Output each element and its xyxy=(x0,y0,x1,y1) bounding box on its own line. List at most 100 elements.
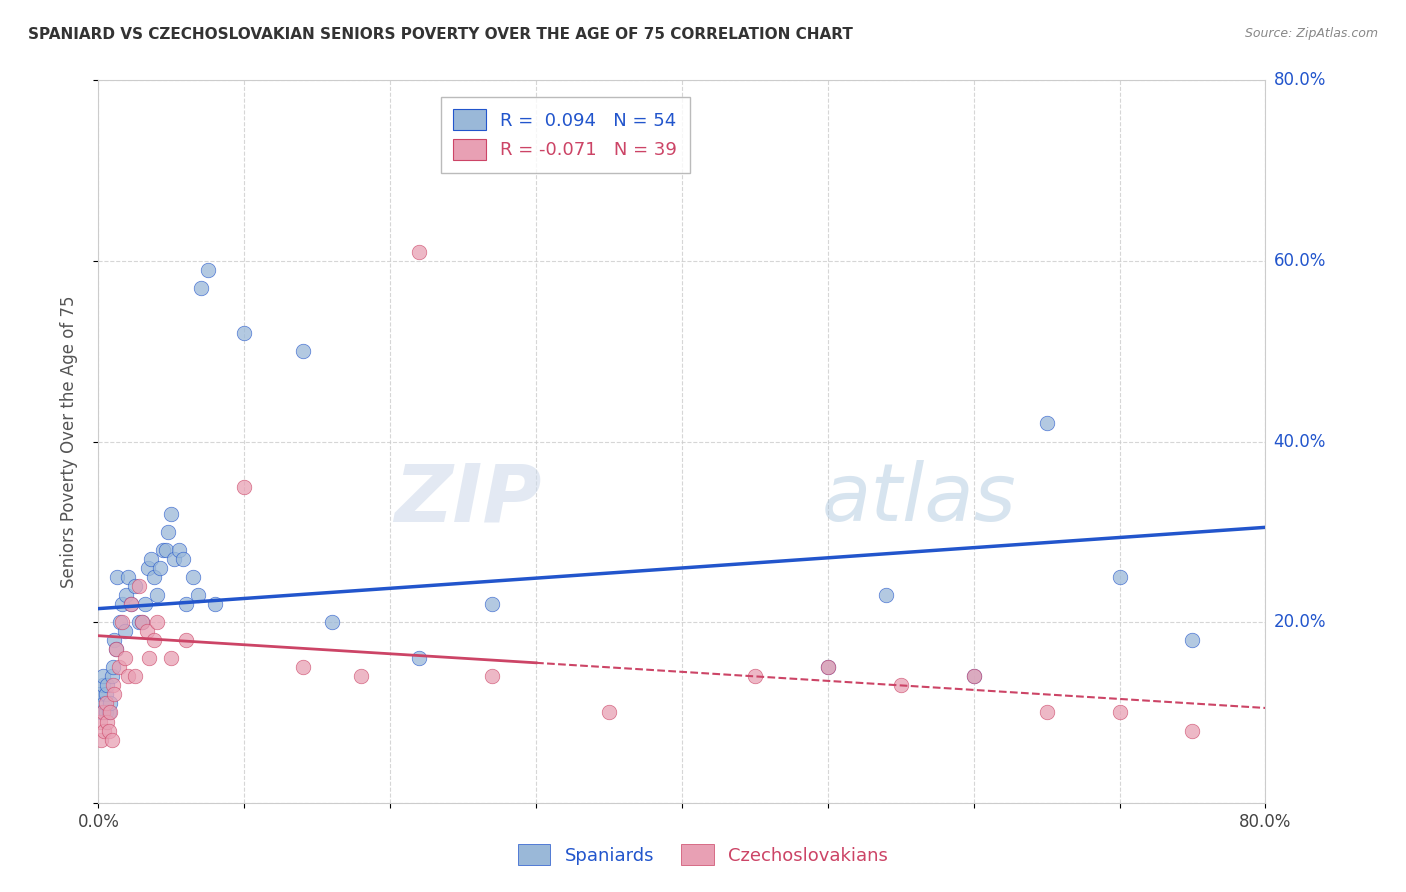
Point xyxy=(114,651,136,665)
Point xyxy=(142,633,165,648)
Point xyxy=(128,615,150,630)
Point xyxy=(134,597,156,611)
Point xyxy=(131,615,153,630)
Point xyxy=(174,633,197,648)
Point xyxy=(408,651,430,665)
Point xyxy=(139,552,162,566)
Point xyxy=(101,678,124,692)
Text: 40.0%: 40.0% xyxy=(1274,433,1326,450)
Point xyxy=(89,714,111,729)
Point xyxy=(174,597,197,611)
Point xyxy=(94,706,117,720)
Point xyxy=(115,588,138,602)
Point xyxy=(1108,570,1130,584)
Point xyxy=(149,561,172,575)
Point xyxy=(1181,633,1204,648)
Point xyxy=(138,651,160,665)
Point xyxy=(481,597,503,611)
Point xyxy=(96,678,118,692)
Point xyxy=(120,597,142,611)
Point xyxy=(146,615,169,630)
Point xyxy=(160,507,183,521)
Point xyxy=(110,615,132,630)
Point xyxy=(89,687,111,701)
Point xyxy=(172,552,194,566)
Point xyxy=(100,732,122,747)
Text: SPANIARD VS CZECHOSLOVAKIAN SENIORS POVERTY OVER THE AGE OF 75 CORRELATION CHART: SPANIARD VS CZECHOSLOVAKIAN SENIORS POVE… xyxy=(28,27,853,42)
Point xyxy=(152,542,174,557)
Point xyxy=(962,669,984,683)
Point xyxy=(91,669,114,683)
Point xyxy=(321,615,343,630)
Point xyxy=(94,687,117,701)
Point xyxy=(157,524,180,539)
Point xyxy=(291,660,314,674)
Legend: Spaniards, Czechoslovakians: Spaniards, Czechoslovakians xyxy=(509,835,897,874)
Point xyxy=(120,597,142,611)
Text: 20.0%: 20.0% xyxy=(1274,613,1326,632)
Point xyxy=(350,669,373,683)
Text: ZIP: ZIP xyxy=(395,460,541,539)
Point xyxy=(90,706,112,720)
Legend: R =  0.094   N = 54, R = -0.071   N = 39: R = 0.094 N = 54, R = -0.071 N = 39 xyxy=(440,96,690,172)
Point xyxy=(91,706,114,720)
Point xyxy=(1035,417,1057,431)
Point xyxy=(117,669,139,683)
Point xyxy=(890,678,912,692)
Text: Source: ZipAtlas.com: Source: ZipAtlas.com xyxy=(1244,27,1378,40)
Point xyxy=(100,669,122,683)
Point xyxy=(114,624,136,639)
Point xyxy=(187,588,209,602)
Point xyxy=(124,579,146,593)
Point xyxy=(481,669,503,683)
Point xyxy=(204,597,226,611)
Point xyxy=(94,697,117,711)
Y-axis label: Seniors Poverty Over the Age of 75: Seniors Poverty Over the Age of 75 xyxy=(59,295,77,588)
Point xyxy=(142,570,165,584)
Point xyxy=(101,660,124,674)
Point xyxy=(163,552,186,566)
Point xyxy=(93,697,115,711)
Point xyxy=(962,669,984,683)
Point xyxy=(111,597,134,611)
Point xyxy=(111,615,134,630)
Point xyxy=(1108,706,1130,720)
Point xyxy=(817,660,839,674)
Point xyxy=(197,263,219,277)
Point xyxy=(744,669,766,683)
Point xyxy=(190,281,212,295)
Point xyxy=(146,588,169,602)
Point xyxy=(875,588,897,602)
Point xyxy=(104,642,127,657)
Point xyxy=(90,732,112,747)
Point xyxy=(131,615,153,630)
Point xyxy=(291,344,314,359)
Point xyxy=(91,678,114,692)
Point xyxy=(135,624,157,639)
Point xyxy=(817,660,839,674)
Point xyxy=(97,706,120,720)
Point xyxy=(136,561,159,575)
Point xyxy=(124,669,146,683)
Point xyxy=(117,570,139,584)
Point xyxy=(408,244,430,259)
Point xyxy=(108,660,131,674)
Point xyxy=(233,480,256,494)
Point xyxy=(93,723,115,738)
Point xyxy=(155,542,177,557)
Point xyxy=(103,687,125,701)
Point xyxy=(98,706,121,720)
Point xyxy=(104,642,127,657)
Point xyxy=(97,723,120,738)
Point xyxy=(181,570,204,584)
Text: 60.0%: 60.0% xyxy=(1274,252,1326,270)
Point xyxy=(96,714,118,729)
Point xyxy=(598,706,620,720)
Point xyxy=(233,326,256,340)
Point xyxy=(98,697,121,711)
Point xyxy=(128,579,150,593)
Point xyxy=(1035,706,1057,720)
Point xyxy=(105,570,128,584)
Text: 80.0%: 80.0% xyxy=(1274,71,1326,89)
Point xyxy=(160,651,183,665)
